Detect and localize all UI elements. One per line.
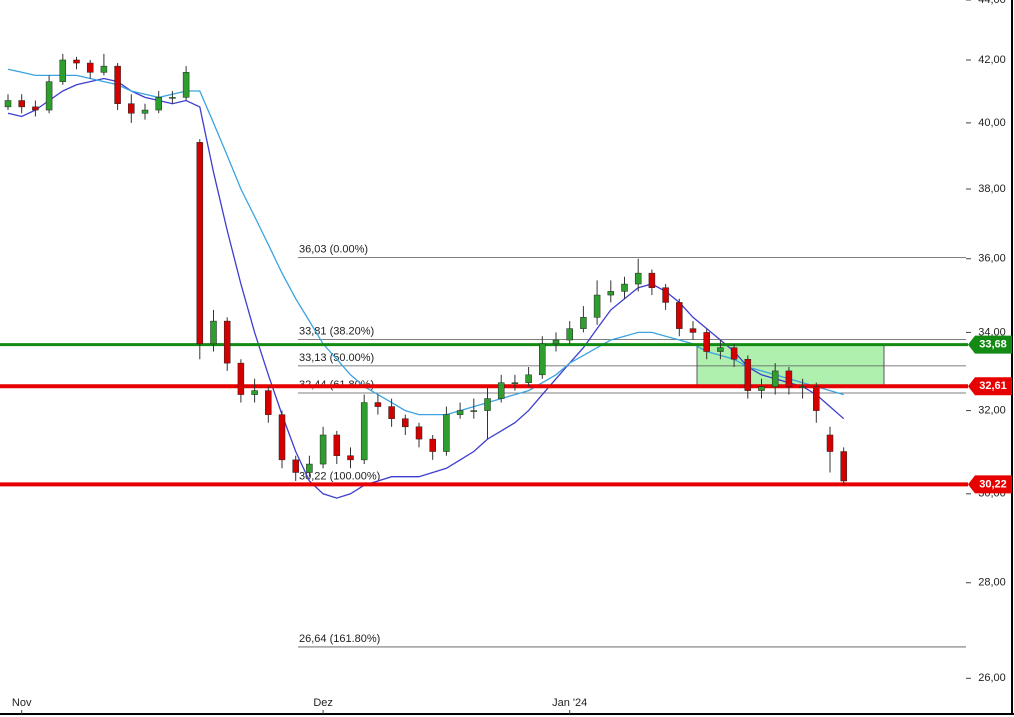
candle-body	[251, 390, 258, 395]
candle-body	[388, 406, 395, 419]
candle-body	[593, 294, 601, 318]
candle-body	[196, 142, 204, 345]
candle-body	[415, 426, 423, 440]
candle-body	[429, 438, 436, 452]
level-tag	[968, 475, 1012, 494]
candle-body	[703, 332, 710, 352]
candle-body	[73, 59, 80, 64]
candle-body	[59, 59, 67, 82]
candle-body	[155, 97, 162, 111]
candle-body	[292, 459, 299, 473]
x-tick-label: Dez	[313, 697, 333, 709]
y-tick-label: 44,00	[978, 0, 1006, 6]
candle-body	[717, 347, 724, 352]
candle-body	[497, 382, 505, 399]
candle-body	[539, 343, 546, 376]
candle-body	[525, 374, 532, 383]
candle-body	[237, 362, 245, 395]
fib-label: 36,03 (0.00%)	[299, 244, 368, 256]
y-tick-label: 26,00	[978, 672, 1006, 684]
level-tag	[968, 377, 1012, 396]
y-tick-label: 38,00	[978, 183, 1006, 195]
candle-body	[360, 402, 368, 461]
candle-body	[607, 291, 615, 296]
candle-body	[347, 455, 354, 461]
candle-body	[648, 272, 656, 288]
candle-body	[265, 390, 272, 415]
y-tick-label: 28,00	[978, 577, 1006, 589]
y-tick-label: 34,00	[978, 326, 1006, 338]
candle-body	[128, 103, 135, 114]
level-label: 30,22	[979, 478, 1007, 490]
candle-body	[744, 358, 752, 391]
level-label: 33,68	[979, 339, 1007, 351]
candle-body	[223, 320, 231, 364]
candle-body	[826, 434, 834, 452]
candle-body	[374, 402, 382, 407]
fib-label: 26,64 (161.80%)	[299, 633, 380, 645]
candle-body	[511, 382, 519, 384]
y-tick-label: 32,00	[978, 404, 1006, 416]
candle-body	[100, 65, 108, 73]
candle-body	[18, 100, 25, 108]
candle-body	[676, 302, 683, 329]
candle-body	[566, 328, 573, 341]
candle-body	[45, 81, 53, 111]
candle-body	[840, 451, 847, 482]
candle-body	[771, 370, 779, 387]
candle-body	[306, 463, 313, 473]
y-tick-label: 42,00	[978, 54, 1006, 66]
candle-body	[689, 328, 697, 333]
candle-body	[402, 418, 409, 428]
fib-label: 30,22 (100.00%)	[299, 470, 380, 482]
candle-body	[141, 109, 149, 114]
candle-body	[319, 434, 327, 465]
candle-body	[443, 414, 450, 452]
fib-label: 33,13 (50.00%)	[299, 352, 374, 364]
candle-body	[182, 72, 190, 98]
candle-body	[333, 434, 341, 456]
candle-body	[114, 65, 121, 104]
level-tag	[968, 335, 1012, 354]
y-tick-label: 36,00	[978, 253, 1006, 265]
candle-body	[484, 398, 491, 411]
candle-body	[4, 100, 12, 108]
candle-body	[813, 386, 820, 411]
candle-body	[621, 283, 628, 292]
candle-body	[799, 386, 806, 388]
level-label: 32,61	[979, 380, 1007, 392]
candle-body	[785, 370, 793, 387]
candle-body	[278, 414, 286, 461]
y-tick-label: 40,00	[978, 117, 1006, 129]
candle-body	[169, 97, 176, 99]
x-tick-label: Nov	[12, 697, 32, 709]
candle-body	[32, 106, 39, 111]
candle-body	[86, 62, 94, 73]
candle-body	[456, 410, 464, 415]
x-tick-label: Jan '24	[552, 697, 587, 709]
candle-body	[470, 410, 478, 412]
fib-label: 33,81 (38.20%)	[299, 326, 374, 338]
candle-body	[634, 272, 642, 285]
candle-body	[758, 386, 765, 391]
candle-body	[552, 339, 560, 345]
candle-body	[580, 317, 587, 329]
candle-body	[210, 320, 217, 345]
candle-body	[730, 347, 738, 360]
candle-body	[662, 287, 669, 303]
moving-average	[7, 77, 845, 499]
